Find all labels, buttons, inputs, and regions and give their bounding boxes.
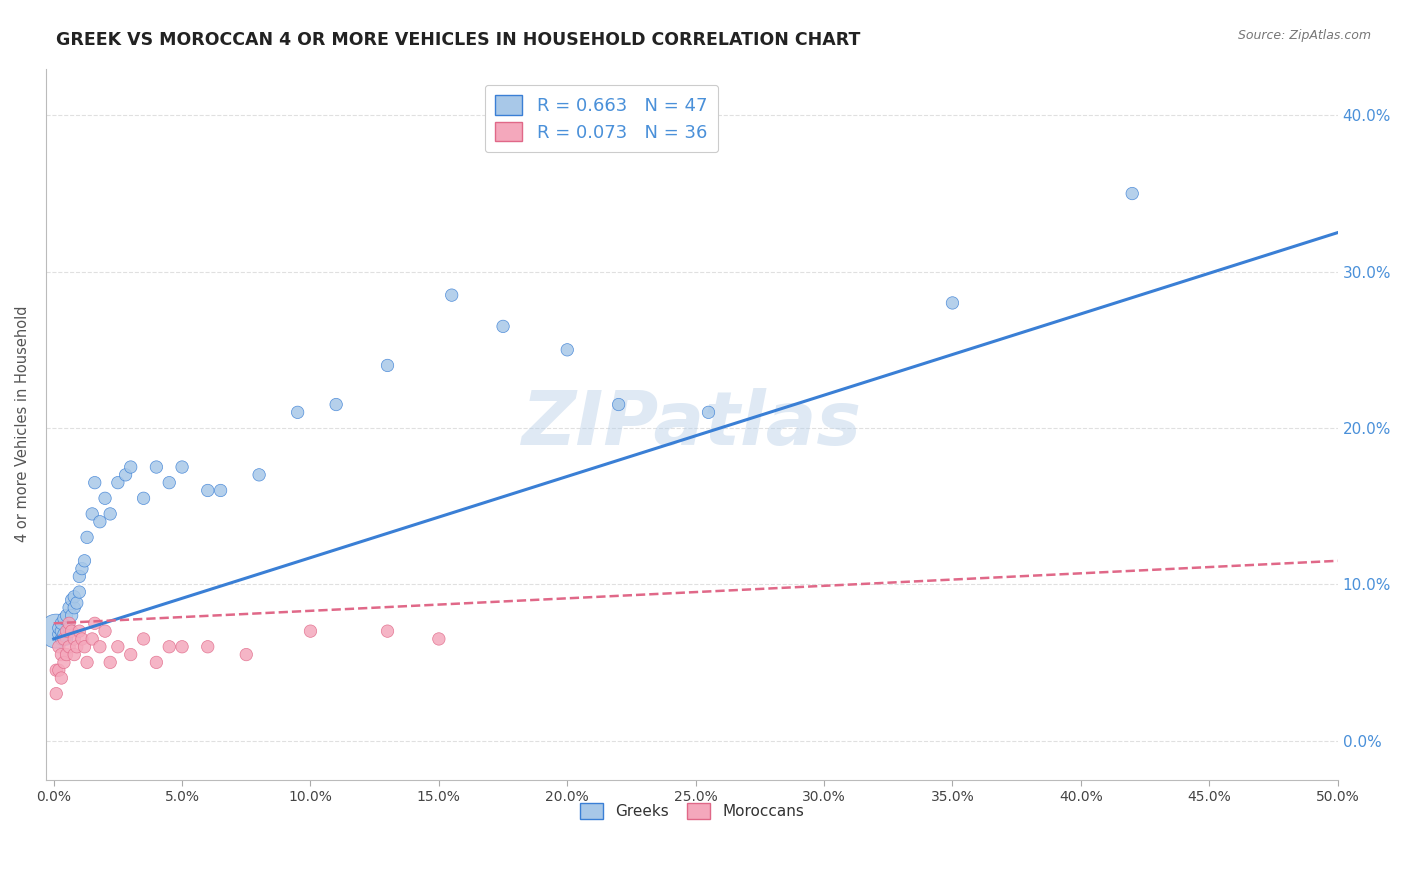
Point	[48, 621, 70, 635]
Point	[76, 656, 98, 670]
Point	[52, 632, 75, 646]
Point	[60, 624, 83, 639]
Point	[89, 640, 111, 654]
Point	[60, 608, 83, 623]
Point	[73, 640, 96, 654]
Point	[83, 475, 105, 490]
Point	[55, 632, 77, 646]
Point	[58, 621, 80, 635]
Point	[145, 656, 167, 670]
Point	[132, 491, 155, 506]
Y-axis label: 4 or more Vehicles in Household: 4 or more Vehicles in Household	[15, 306, 30, 542]
Point	[45, 663, 67, 677]
Point	[63, 600, 86, 615]
Point	[52, 612, 75, 626]
Point	[145, 460, 167, 475]
Point	[55, 624, 77, 639]
Point	[120, 648, 142, 662]
Point	[48, 640, 70, 654]
Point	[98, 507, 121, 521]
Point	[1121, 186, 1143, 201]
Point	[114, 467, 136, 482]
Point	[427, 632, 450, 646]
Point	[76, 530, 98, 544]
Point	[197, 483, 219, 498]
Point	[55, 648, 77, 662]
Point	[51, 648, 73, 662]
Text: ZIPatlas: ZIPatlas	[522, 387, 862, 460]
Point	[325, 398, 347, 412]
Point	[63, 632, 86, 646]
Point	[63, 590, 86, 604]
Point	[107, 475, 129, 490]
Point	[941, 296, 963, 310]
Point	[67, 624, 90, 639]
Point	[73, 554, 96, 568]
Point	[70, 561, 93, 575]
Point	[55, 608, 77, 623]
Point	[82, 507, 104, 521]
Point	[51, 671, 73, 685]
Point	[607, 398, 630, 412]
Point	[209, 483, 232, 498]
Point	[697, 405, 720, 419]
Point	[82, 632, 104, 646]
Point	[157, 640, 180, 654]
Point	[60, 593, 83, 607]
Point	[235, 648, 257, 662]
Point	[58, 616, 80, 631]
Point	[67, 585, 90, 599]
Point	[83, 616, 105, 631]
Point	[247, 467, 270, 482]
Point	[63, 648, 86, 662]
Point	[94, 491, 117, 506]
Point	[66, 596, 89, 610]
Point	[48, 627, 70, 641]
Point	[89, 515, 111, 529]
Point	[45, 624, 67, 639]
Point	[51, 632, 73, 646]
Point	[94, 624, 117, 639]
Point	[52, 627, 75, 641]
Text: GREEK VS MOROCCAN 4 OR MORE VEHICLES IN HOUSEHOLD CORRELATION CHART: GREEK VS MOROCCAN 4 OR MORE VEHICLES IN …	[56, 31, 860, 49]
Point	[377, 359, 399, 373]
Legend: Greeks, Moroccans: Greeks, Moroccans	[574, 797, 810, 825]
Point	[170, 460, 193, 475]
Point	[440, 288, 463, 302]
Point	[287, 405, 309, 419]
Point	[98, 656, 121, 670]
Point	[48, 663, 70, 677]
Point	[555, 343, 578, 357]
Point	[299, 624, 322, 639]
Point	[107, 640, 129, 654]
Point	[377, 624, 399, 639]
Point	[58, 640, 80, 654]
Point	[51, 624, 73, 639]
Point	[120, 460, 142, 475]
Point	[51, 616, 73, 631]
Point	[58, 600, 80, 615]
Text: Source: ZipAtlas.com: Source: ZipAtlas.com	[1237, 29, 1371, 42]
Point	[67, 569, 90, 583]
Point	[157, 475, 180, 490]
Point	[132, 632, 155, 646]
Point	[52, 656, 75, 670]
Point	[197, 640, 219, 654]
Point	[492, 319, 515, 334]
Point	[170, 640, 193, 654]
Point	[45, 687, 67, 701]
Point	[70, 632, 93, 646]
Point	[66, 640, 89, 654]
